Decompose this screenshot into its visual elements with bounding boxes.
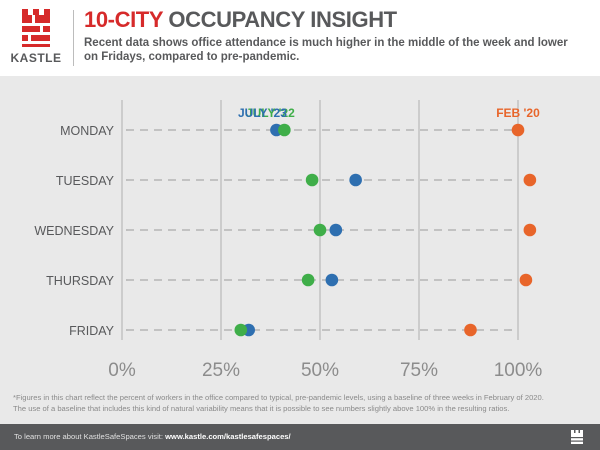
category-label: THURSDAY [46,274,114,288]
category-label: TUESDAY [56,174,115,188]
x-tick-label: 25% [202,360,240,381]
data-point [523,223,537,237]
x-tick-label: 100% [494,360,543,381]
title-rest: OCCUPANCY INSIGHT [162,7,397,32]
category-label: WEDNESDAY [34,224,114,238]
legend-label: JULY '23 [238,106,287,120]
brand-name: KASTLE [10,51,62,65]
chart-canvas: 0% 25% 50% 75% 100% MONDAY TUESDAY WEDNESDAY THU… [34,100,543,381]
legend-label: JULY '22 [246,106,295,120]
data-point [464,323,477,337]
castle-footer-icon [568,429,586,445]
data-point [234,323,248,337]
footer-text: To learn more about KastleSafeSpaces vis… [14,432,291,441]
data-point [313,223,327,237]
data-point [329,223,343,237]
page-subtitle: Recent data shows office attendance is m… [84,37,568,63]
data-point [523,173,537,187]
category-label: MONDAY [60,124,115,138]
data-point [301,273,315,287]
castle-icon [22,9,50,47]
footer: To learn more about KastleSafeSpaces vis… [0,424,600,450]
data-point [278,123,291,137]
data-point [349,173,362,187]
title-accent: 10-CITY [84,7,163,32]
x-tick-label: 0% [108,360,136,381]
header-divider [73,10,74,66]
footer-prefix: To learn more about KastleSafeSpaces vis… [14,432,166,441]
occupancy-dot-chart: 0% 25% 50% 75% 100% MONDAY TUESDAY WEDNESDAY THU… [0,90,600,390]
footnote-line-2: The use of a baseline that includes this… [13,403,510,413]
page-title: 10-CITY OCCUPANCY INSIGHT [84,7,397,33]
footer-link[interactable]: www.kastle.com/kastlesafespaces/ [165,432,291,441]
data-point [325,273,339,287]
data-point [519,273,533,287]
footnote: *Figures in this chart reflect the perce… [13,393,593,414]
footnote-line-1: *Figures in this chart reflect the perce… [13,393,544,402]
kastle-logo: KASTLE [6,5,66,71]
x-tick-label: 50% [301,360,339,381]
header: KASTLE 10-CITY OCCUPANCY INSIGHT Recent … [0,0,600,76]
data-point [305,173,319,187]
legend-label: FEB '20 [496,106,540,120]
category-label: FRIDAY [69,324,115,338]
x-tick-label: 75% [400,360,438,381]
data-point [511,123,525,137]
